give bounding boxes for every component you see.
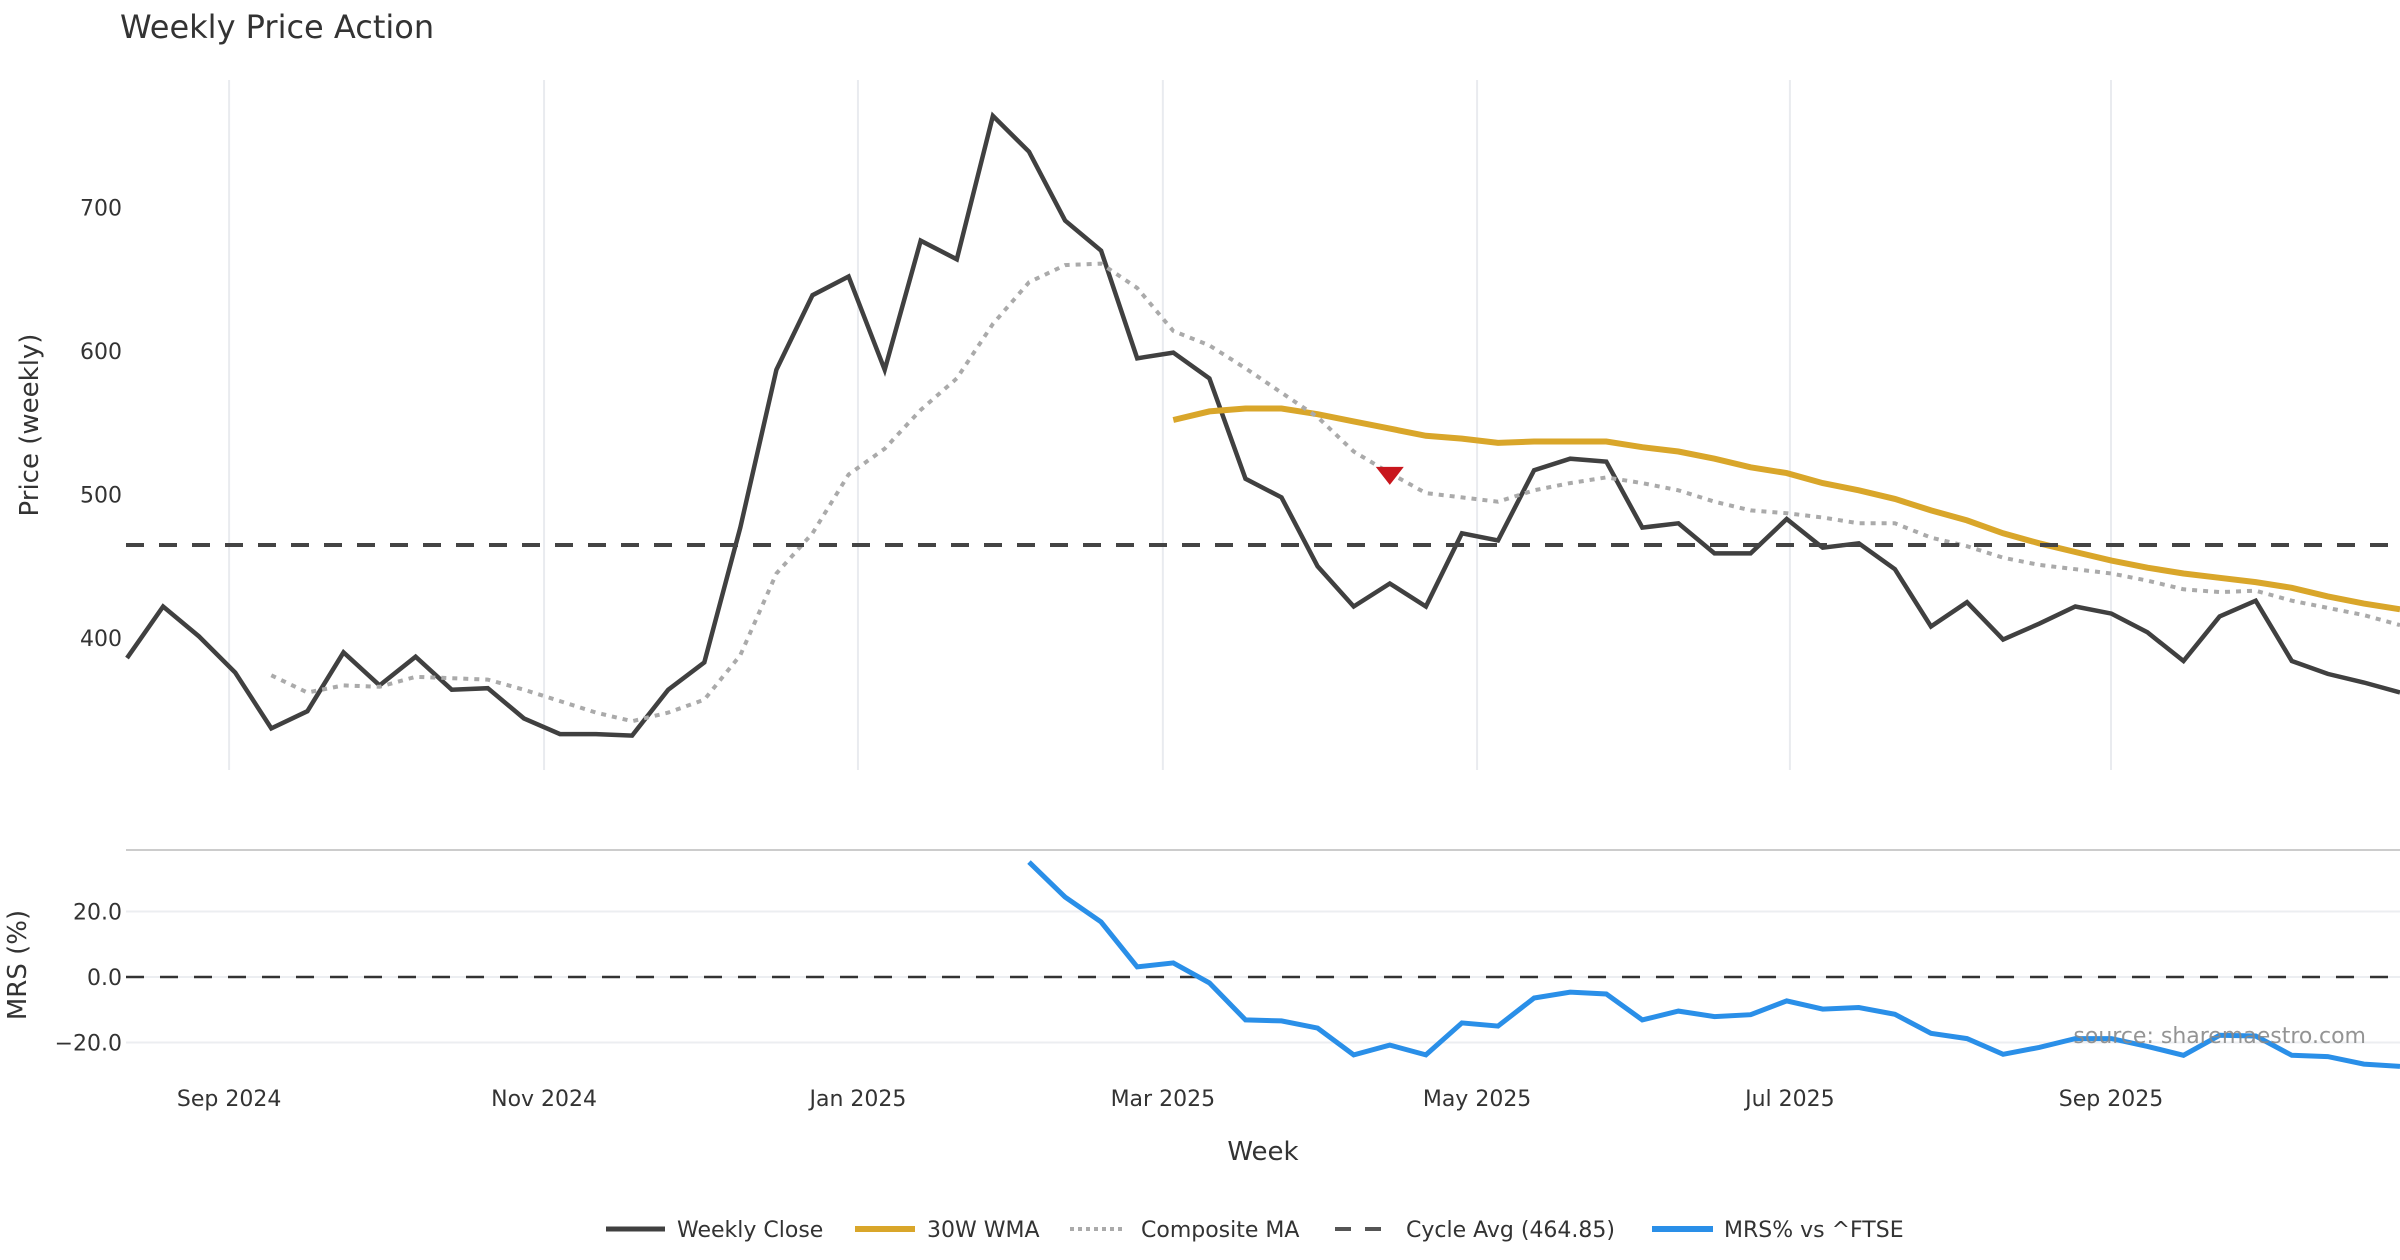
legend-label-weekly-close: Weekly Close — [677, 1218, 823, 1243]
chart-title: Weekly Price Action — [120, 8, 434, 46]
series-weekly-close — [125, 111, 2400, 738]
series-30w-wma — [1172, 405, 2400, 613]
mrs-series — [1027, 860, 2400, 1069]
mrs-gridlines — [126, 910, 2400, 1044]
mrs-y-tick-label: 20.0 — [73, 901, 122, 926]
mrs-y-tick-label: −20.0 — [55, 1032, 122, 1057]
price-y-tick-label: 400 — [80, 627, 122, 652]
legend-item-30w-wma[interactable]: 30W WMA — [855, 1218, 1040, 1243]
x-ticks: Sep 2024 Nov 2024 Jan 2025 Mar 2025 May 2025… — [177, 1087, 2163, 1112]
x-tick-label: May 2025 — [1423, 1087, 1531, 1112]
x-tick-label: Sep 2025 — [2059, 1087, 2163, 1112]
price-y-tick-label: 500 — [80, 484, 122, 509]
legend-item-composite-ma[interactable]: Composite MA — [1070, 1218, 1299, 1243]
x-tick-label: Jan 2025 — [808, 1087, 907, 1112]
x-tick-label: Sep 2024 — [177, 1087, 281, 1112]
legend-label-cycle-avg: Cycle Avg (464.85) — [1406, 1218, 1615, 1243]
series-mrs-vs-ftse — [1027, 860, 2400, 1069]
legend-label-30w-wma: 30W WMA — [927, 1218, 1040, 1243]
x-tick-label: Mar 2025 — [1111, 1087, 1216, 1112]
legend-item-mrs[interactable]: MRS% vs ^FTSE — [1652, 1218, 1904, 1243]
legend-label-composite-ma: Composite MA — [1141, 1218, 1299, 1243]
legend-label-mrs: MRS% vs ^FTSE — [1724, 1218, 1904, 1243]
x-axis-title: Week — [1227, 1137, 1298, 1167]
signal-markers — [1375, 466, 1404, 485]
x-tick-label: Jul 2025 — [1743, 1087, 1835, 1112]
mrs-y-ticks: −20.0 0.0 20.0 — [55, 901, 122, 1057]
mrs-y-axis-title: MRS (%) — [3, 910, 33, 1020]
series-composite-ma — [270, 261, 2400, 724]
sell-signal-marker — [1375, 466, 1404, 485]
price-y-tick-label: 700 — [80, 197, 122, 222]
price-gridlines — [228, 80, 2113, 770]
legend-item-weekly-close[interactable]: Weekly Close — [606, 1218, 823, 1243]
x-tick-label: Nov 2024 — [491, 1087, 597, 1112]
legend: Weekly Close 30W WMA Composite MA Cycle … — [606, 1218, 1904, 1243]
legend-item-cycle-avg[interactable]: Cycle Avg (464.85) — [1335, 1218, 1615, 1243]
source-credit: source: sharemaestro.com — [2073, 1024, 2366, 1049]
price-y-axis-title: Price (weekly) — [15, 334, 45, 517]
price-y-ticks: 400 500 600 700 — [80, 197, 122, 652]
price-y-tick-label: 600 — [80, 340, 122, 365]
price-series — [125, 111, 2400, 738]
mrs-y-tick-label: 0.0 — [87, 966, 122, 991]
